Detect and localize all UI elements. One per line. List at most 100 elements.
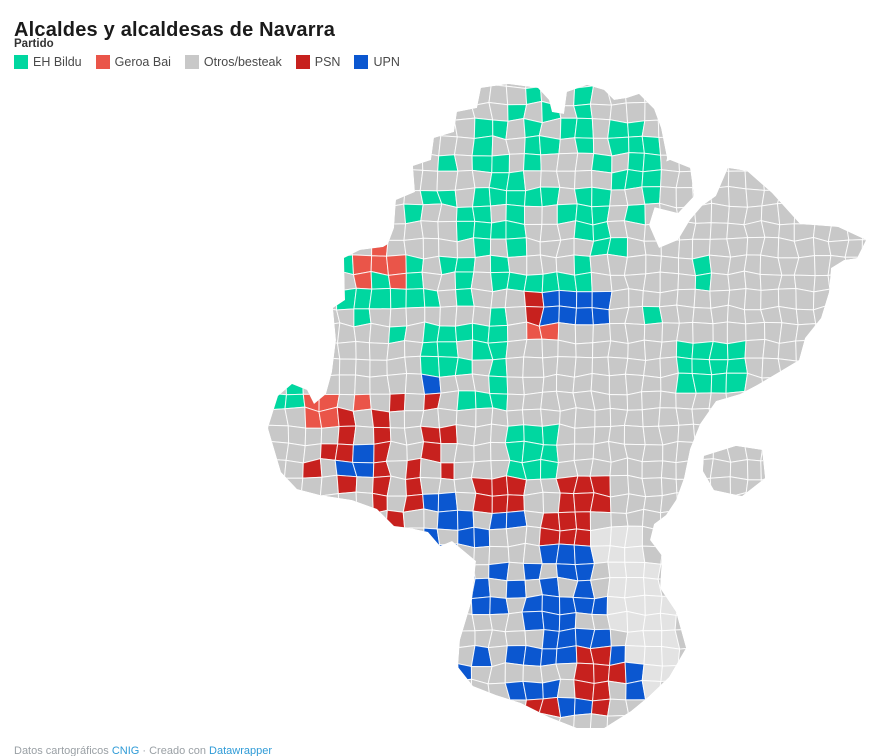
municipality-cell[interactable] — [453, 136, 475, 157]
municipality-cell[interactable] — [301, 375, 323, 396]
municipality-cell[interactable] — [557, 87, 576, 107]
municipality-cell[interactable] — [678, 734, 695, 751]
municipality-cell[interactable] — [522, 356, 545, 378]
municipality-cell[interactable] — [676, 304, 695, 324]
municipality-cell[interactable] — [742, 579, 765, 600]
municipality-cell[interactable] — [507, 730, 524, 751]
municipality-cell[interactable] — [506, 714, 524, 732]
municipality-cell[interactable] — [457, 712, 476, 734]
municipality-cell[interactable] — [861, 374, 880, 395]
municipality-cell[interactable] — [811, 185, 832, 205]
municipality-cell[interactable] — [575, 342, 594, 359]
municipality-cell[interactable] — [810, 359, 834, 379]
municipality-cell[interactable] — [829, 494, 850, 514]
municipality-cell[interactable] — [572, 713, 593, 735]
municipality-cell[interactable] — [385, 578, 408, 597]
municipality-cell[interactable] — [253, 627, 272, 650]
municipality-cell[interactable] — [251, 339, 273, 362]
municipality-cell[interactable] — [589, 458, 612, 477]
municipality-cell[interactable] — [250, 475, 271, 496]
municipality-cell[interactable] — [352, 202, 375, 224]
municipality-cell[interactable] — [745, 695, 763, 716]
municipality-cell[interactable] — [574, 69, 595, 89]
municipality-cell[interactable] — [845, 202, 866, 226]
municipality-cell[interactable] — [438, 423, 458, 445]
municipality-cell[interactable] — [268, 288, 289, 307]
municipality-cell[interactable] — [334, 577, 355, 598]
municipality-cell[interactable] — [725, 372, 749, 394]
municipality-cell[interactable] — [607, 119, 630, 139]
municipality-cell[interactable] — [692, 306, 714, 325]
municipality-cell[interactable] — [252, 440, 272, 460]
municipality-cell[interactable] — [691, 222, 712, 240]
municipality-cell[interactable] — [505, 190, 527, 207]
municipality-cell[interactable] — [592, 323, 612, 344]
municipality-cell[interactable] — [742, 390, 765, 412]
municipality-cell[interactable] — [574, 511, 592, 532]
municipality-cell[interactable] — [742, 595, 765, 617]
municipality-cell[interactable] — [778, 593, 797, 615]
municipality-cell[interactable] — [522, 153, 542, 172]
municipality-cell[interactable] — [318, 374, 340, 396]
municipality-cell[interactable] — [676, 321, 694, 344]
municipality-cell[interactable] — [317, 510, 340, 531]
municipality-cell[interactable] — [844, 306, 866, 326]
municipality-cell[interactable] — [691, 407, 713, 427]
municipality-cell[interactable] — [589, 645, 612, 667]
municipality-cell[interactable] — [454, 256, 476, 273]
municipality-cell[interactable] — [270, 151, 287, 175]
municipality-cell[interactable] — [743, 443, 764, 462]
municipality-cell[interactable] — [369, 595, 388, 616]
municipality-cell[interactable] — [778, 135, 796, 157]
municipality-cell[interactable] — [776, 69, 799, 90]
municipality-cell[interactable] — [337, 491, 358, 514]
municipality-cell[interactable] — [321, 356, 341, 377]
municipality-cell[interactable] — [674, 576, 694, 597]
municipality-cell[interactable] — [691, 628, 714, 650]
municipality-cell[interactable] — [522, 712, 541, 732]
municipality-cell[interactable] — [726, 562, 745, 582]
municipality-cell[interactable] — [286, 271, 305, 293]
municipality-cell[interactable] — [760, 69, 779, 90]
municipality-cell[interactable] — [472, 237, 492, 259]
municipality-cell[interactable] — [317, 493, 340, 514]
municipality-cell[interactable] — [269, 171, 290, 192]
municipality-cell[interactable] — [761, 376, 783, 395]
municipality-cell[interactable] — [744, 170, 765, 191]
municipality-cell[interactable] — [641, 477, 663, 498]
municipality-cell[interactable] — [386, 695, 408, 717]
municipality-cell[interactable] — [642, 271, 661, 294]
municipality-cell[interactable] — [726, 713, 749, 734]
municipality-cell[interactable] — [643, 357, 662, 379]
municipality-cell[interactable] — [676, 492, 697, 511]
municipality-cell[interactable] — [504, 288, 527, 309]
municipality-cell[interactable] — [760, 714, 781, 733]
municipality-cell[interactable] — [777, 528, 796, 544]
municipality-cell[interactable] — [268, 271, 289, 293]
municipality-cell[interactable] — [845, 545, 865, 565]
municipality-cell[interactable] — [573, 254, 592, 276]
municipality-cell[interactable] — [321, 238, 339, 258]
municipality-cell[interactable] — [845, 117, 864, 141]
municipality-cell[interactable] — [285, 628, 306, 647]
municipality-cell[interactable] — [335, 153, 358, 171]
municipality-cell[interactable] — [421, 152, 440, 172]
municipality-cell[interactable] — [708, 407, 729, 427]
municipality-cell[interactable] — [385, 662, 408, 683]
municipality-cell[interactable] — [794, 185, 815, 205]
municipality-cell[interactable] — [627, 339, 647, 362]
municipality-cell[interactable] — [725, 135, 748, 158]
municipality-cell[interactable] — [321, 648, 338, 668]
municipality-cell[interactable] — [419, 425, 442, 445]
municipality-cell[interactable] — [643, 322, 664, 343]
municipality-cell[interactable] — [253, 392, 273, 411]
municipality-cell[interactable] — [317, 665, 341, 685]
municipality-cell[interactable] — [385, 239, 407, 257]
municipality-cell[interactable] — [711, 663, 732, 684]
municipality-cell[interactable] — [386, 135, 408, 155]
municipality-cell[interactable] — [456, 695, 476, 719]
municipality-cell[interactable] — [268, 339, 287, 358]
municipality-cell[interactable] — [574, 407, 596, 429]
municipality-cell[interactable] — [675, 679, 697, 699]
municipality-cell[interactable] — [351, 238, 373, 257]
